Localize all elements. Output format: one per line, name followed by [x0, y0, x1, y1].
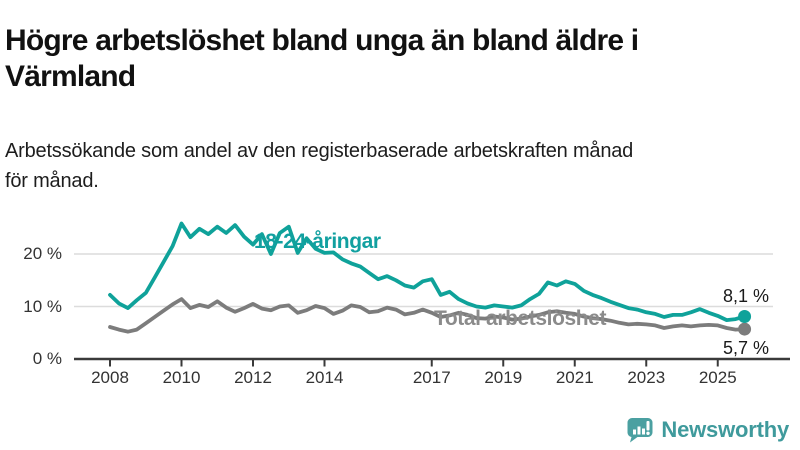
- y-tick-label: 0 %: [32, 349, 62, 368]
- series-label-total: Total arbetslöshet: [434, 307, 607, 330]
- x-tick-label: 2014: [305, 368, 344, 387]
- newsworthy-logo: Newsworthy: [626, 415, 789, 445]
- x-tick-label: 2023: [627, 368, 666, 387]
- newsworthy-icon: [627, 418, 653, 443]
- x-tick-label: 2008: [91, 368, 129, 387]
- x-tick-label: 2019: [484, 368, 523, 387]
- y-tick-label: 20 %: [23, 244, 62, 263]
- series-label-young: 18-24-åringar: [254, 230, 381, 253]
- page-title: Högre arbetslöshet bland unga än bland ä…: [5, 24, 639, 94]
- newsworthy-wordmark: Newsworthy: [661, 417, 789, 442]
- page-subtitle: Arbetssökande som andel av den registerb…: [5, 140, 634, 192]
- end-value-total: 5,7 %: [723, 338, 770, 358]
- end-value-young: 8,1 %: [723, 286, 770, 306]
- x-tick-label: 2017: [412, 368, 451, 387]
- x-tick-label: 2021: [555, 368, 594, 387]
- x-tick-label: 2010: [162, 368, 201, 387]
- y-tick-label: 10 %: [23, 296, 62, 316]
- x-tick-label: 2025: [698, 368, 737, 387]
- x-tick-label: 2012: [234, 368, 272, 387]
